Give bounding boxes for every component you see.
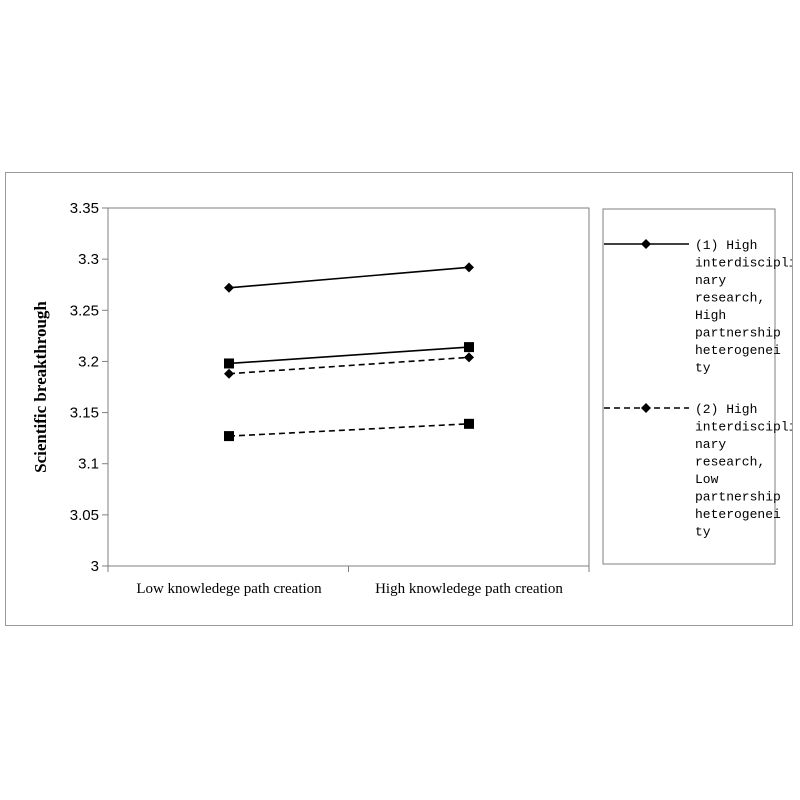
plot-area — [107, 207, 590, 567]
chart-frame: 3.35 3.3 3.25 3.2 3.15 3.1 3.05 3 Low knowledeg… — [5, 172, 793, 626]
chart-canvas: 3.35 3.3 3.25 3.2 3.15 3.1 3.05 3 Low knowledeg… — [31, 200, 792, 597]
legend-label-line: partnership — [695, 326, 781, 341]
diamond-marker — [464, 352, 474, 363]
y-tick-label: 3 — [91, 558, 99, 575]
legend-entry-1: (1) High interdiscipli nary research, High pa… — [604, 238, 792, 376]
square-marker — [224, 431, 234, 442]
legend-label-line: ty — [695, 525, 711, 540]
diamond-marker — [641, 239, 651, 249]
legend-label-line: heterogenei — [695, 343, 781, 358]
series-line — [228, 356, 470, 375]
diamond-marker — [224, 368, 234, 379]
legend-label-line: research, — [695, 291, 765, 306]
square-marker — [224, 358, 234, 369]
legend-label-line: nary — [695, 437, 726, 452]
legend-label-line: partnership — [695, 490, 781, 505]
y-tick-label: 3.1 — [78, 456, 99, 473]
series-2 — [224, 352, 474, 379]
y-tick-label: 3.25 — [70, 302, 99, 319]
diamond-marker — [641, 403, 651, 413]
series-line — [228, 346, 470, 365]
legend-label-line: High — [695, 308, 726, 323]
series-1 — [224, 262, 474, 293]
legend-label-line: ty — [695, 361, 711, 376]
legend-label-line: interdiscipli — [695, 256, 792, 271]
series-line — [228, 266, 470, 289]
series-line — [228, 423, 470, 437]
legend-label-line: (2) High — [695, 402, 757, 417]
legend-label-line: (1) High — [695, 238, 757, 253]
legend-label-line: heterogenei — [695, 507, 781, 522]
y-tick-label: 3.15 — [70, 405, 99, 422]
legend-label-line: interdiscipli — [695, 420, 792, 435]
series-3 — [224, 342, 474, 369]
y-tick-label: 3.2 — [78, 353, 99, 370]
y-tick-label: 3.05 — [70, 507, 99, 524]
diamond-marker — [224, 282, 234, 293]
y-axis-title: Scientific breakthrough — [31, 301, 50, 473]
legend-label-line: nary — [695, 273, 726, 288]
legend-label-line: research, — [695, 455, 765, 470]
legend-box — [602, 208, 776, 565]
diamond-marker — [464, 262, 474, 273]
square-marker — [464, 342, 474, 353]
x-category-label: Low knowledege path creation — [136, 581, 322, 597]
legend-label-line: Low — [695, 472, 719, 487]
square-marker — [464, 418, 474, 429]
legend-entry-2: (2) High interdiscipli nary research, Low par… — [604, 402, 792, 540]
x-category-label: High knowledege path creation — [375, 581, 563, 597]
y-tick-label: 3.3 — [78, 251, 99, 268]
y-tick-label: 3.35 — [70, 200, 99, 217]
series-4 — [224, 418, 474, 442]
